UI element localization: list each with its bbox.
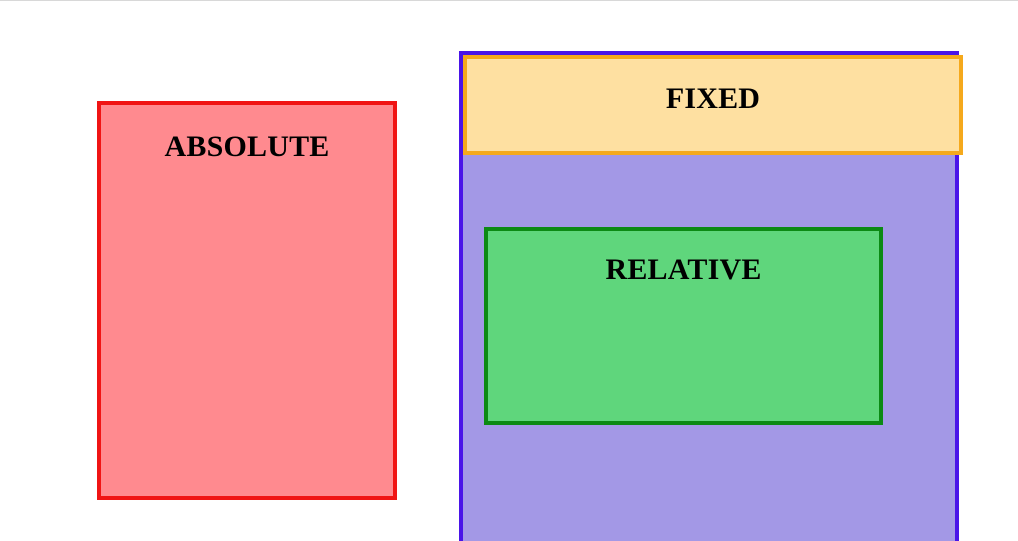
fixed-box: FIXED bbox=[463, 55, 963, 155]
absolute-box-label: ABSOLUTE bbox=[164, 130, 330, 163]
fixed-box-label: FIXED bbox=[665, 82, 761, 115]
absolute-box: ABSOLUTE bbox=[97, 101, 397, 500]
relative-box: RELATIVE bbox=[484, 227, 883, 425]
top-divider bbox=[0, 0, 1018, 1]
relative-box-label: RELATIVE bbox=[605, 253, 762, 286]
